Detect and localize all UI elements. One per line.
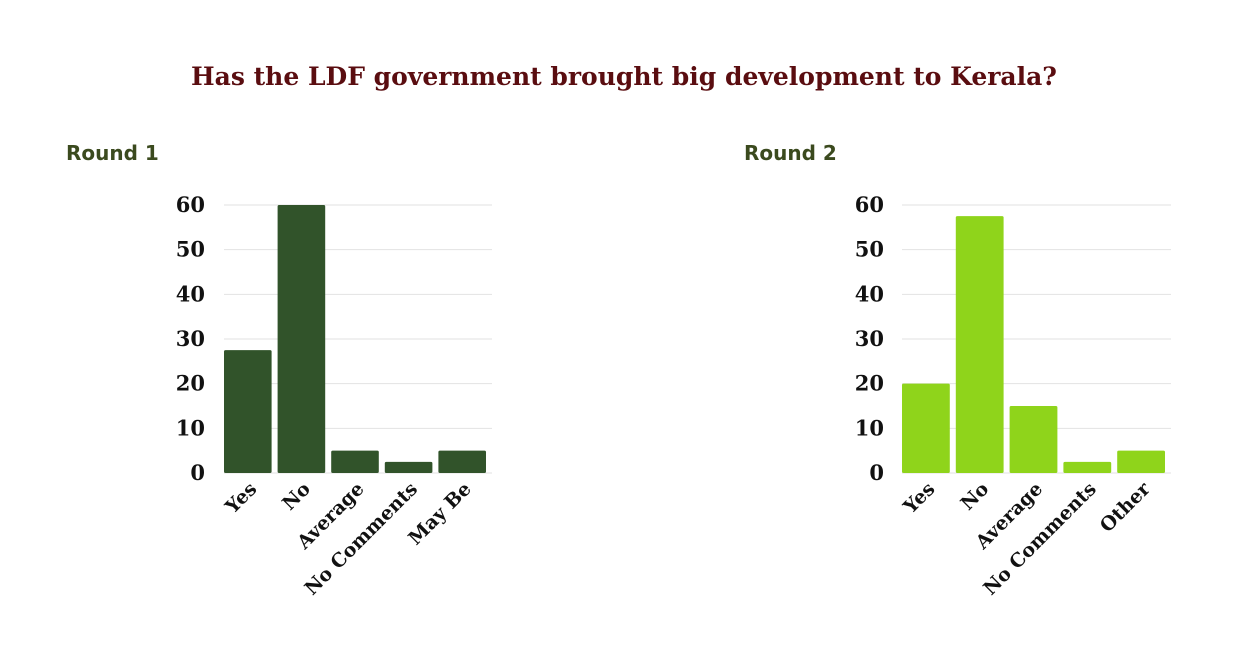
y-tick-label: 10 bbox=[176, 415, 205, 440]
x-category-label: Other bbox=[1096, 477, 1156, 537]
bar-may-be bbox=[438, 450, 486, 473]
page-title: Has the LDF government brought big devel… bbox=[191, 62, 1057, 91]
round-2-title: Round 2 bbox=[744, 141, 837, 165]
x-category-label: Yes bbox=[899, 478, 940, 519]
y-tick-label: 40 bbox=[176, 281, 205, 306]
bar-yes bbox=[224, 350, 272, 473]
y-tick-label: 60 bbox=[176, 192, 205, 217]
y-tick-label: 0 bbox=[869, 460, 884, 485]
bar-average bbox=[1009, 406, 1058, 473]
y-tick-label: 40 bbox=[855, 281, 884, 306]
x-category-label: No bbox=[956, 478, 993, 515]
y-tick-label: 0 bbox=[190, 460, 205, 485]
bar-average bbox=[331, 450, 379, 473]
y-tick-label: 50 bbox=[176, 237, 205, 262]
y-tick-label: 30 bbox=[176, 326, 205, 351]
y-tick-label: 30 bbox=[855, 326, 884, 351]
bar-no bbox=[955, 216, 1004, 473]
round-1-title: Round 1 bbox=[66, 141, 159, 165]
bar-other bbox=[1117, 450, 1165, 473]
y-tick-label: 50 bbox=[855, 237, 884, 262]
bar-yes bbox=[902, 383, 950, 473]
y-tick-label: 20 bbox=[855, 371, 884, 396]
bar-no-comments bbox=[1063, 461, 1112, 473]
bar-no bbox=[277, 205, 326, 473]
bar-no-comments bbox=[384, 461, 433, 473]
y-tick-label: 60 bbox=[855, 192, 884, 217]
y-tick-label: 20 bbox=[176, 371, 205, 396]
y-tick-label: 10 bbox=[855, 415, 884, 440]
